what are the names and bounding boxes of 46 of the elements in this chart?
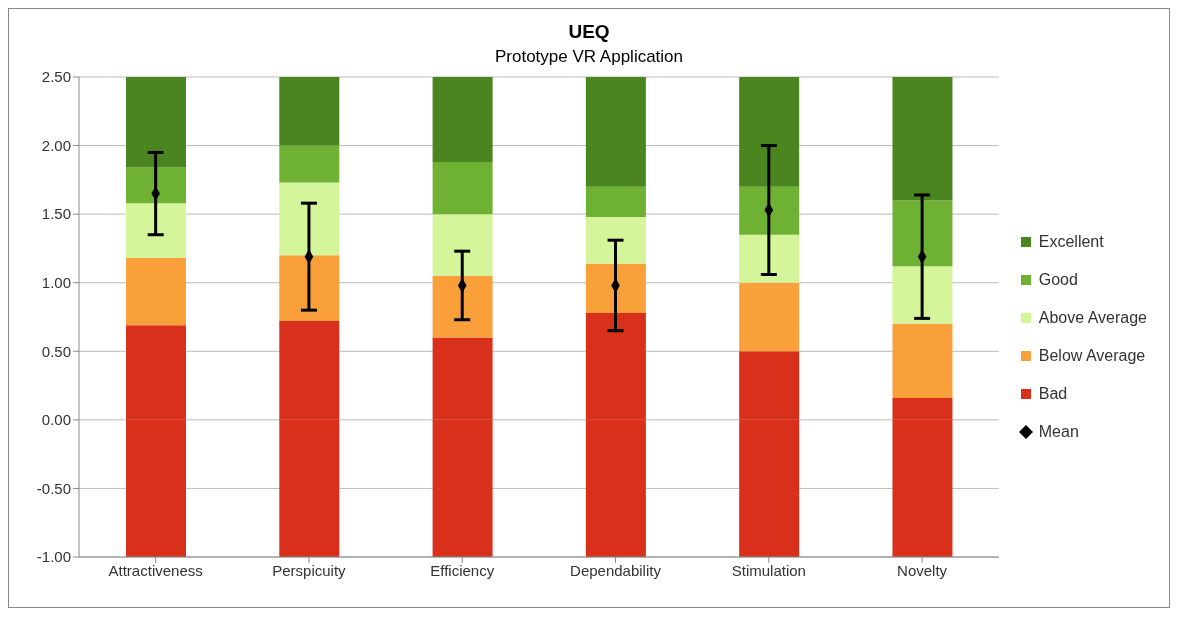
x-tick-label: Efficiency bbox=[430, 561, 495, 579]
x-tick-label: Attractiveness bbox=[108, 561, 203, 579]
bar bbox=[126, 167, 186, 204]
bar bbox=[739, 77, 800, 187]
bar bbox=[126, 258, 186, 326]
x-tick-label: Stimulation bbox=[731, 561, 806, 579]
bar bbox=[279, 255, 340, 322]
x-tick-label: Perspicuity bbox=[272, 561, 347, 579]
x-tick-label: Novelty bbox=[897, 561, 948, 579]
bar bbox=[892, 200, 953, 267]
chart-subtitle: Prototype VR Application bbox=[493, 47, 685, 67]
y-tick-label: 1.00 bbox=[41, 274, 71, 292]
y-tick-label: 1.50 bbox=[41, 205, 71, 223]
bar bbox=[585, 186, 646, 217]
legend-label: Below Average bbox=[1038, 347, 1146, 365]
legend-label: Mean bbox=[1038, 423, 1079, 441]
bar bbox=[279, 182, 340, 256]
legend-label: Good bbox=[1038, 271, 1078, 289]
bar bbox=[126, 203, 186, 259]
y-tick-label: 2.00 bbox=[41, 136, 71, 154]
bar bbox=[739, 282, 800, 352]
bar bbox=[432, 214, 493, 276]
bar bbox=[432, 77, 493, 163]
bar bbox=[279, 77, 340, 146]
bar bbox=[126, 77, 186, 168]
legend-label: Excellent bbox=[1038, 233, 1104, 251]
bar bbox=[739, 186, 800, 235]
bar bbox=[585, 77, 646, 187]
bar bbox=[892, 323, 953, 398]
bar bbox=[892, 77, 953, 201]
bar bbox=[279, 145, 340, 183]
chart-title: UEQ bbox=[567, 21, 611, 43]
bar bbox=[585, 263, 646, 313]
bar bbox=[432, 275, 493, 338]
bar bbox=[432, 162, 493, 215]
bar bbox=[585, 216, 646, 264]
bar bbox=[892, 266, 953, 324]
bar bbox=[739, 234, 800, 283]
x-tick-label: Dependability bbox=[570, 561, 662, 579]
y-tick-label: 0.00 bbox=[41, 411, 71, 429]
y-tick-label: 2.50 bbox=[41, 68, 71, 86]
legend-label: Above Average bbox=[1038, 309, 1147, 327]
y-tick-label: -1.00 bbox=[36, 548, 71, 566]
legend-label: Bad bbox=[1038, 385, 1068, 403]
y-tick-label: -0.50 bbox=[36, 479, 71, 497]
y-tick-label: 0.50 bbox=[41, 342, 71, 360]
